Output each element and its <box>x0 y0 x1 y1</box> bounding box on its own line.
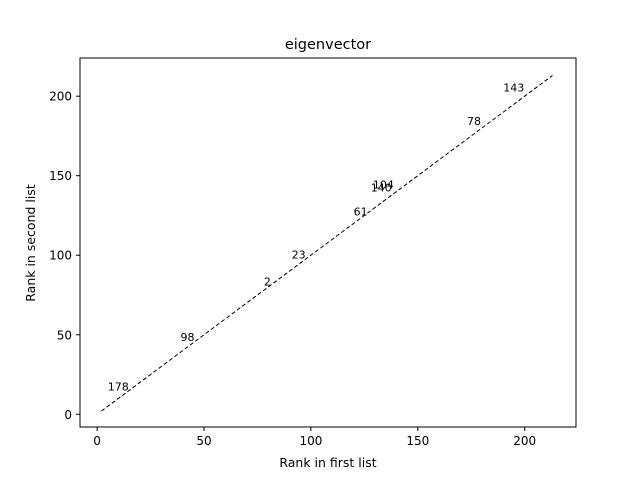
y-tick-label: 100 <box>49 249 72 263</box>
y-tick-label: 150 <box>49 169 72 183</box>
point-label-140: 140 <box>371 182 392 195</box>
point-label-61: 61 <box>354 205 368 218</box>
point-label-178: 178 <box>108 380 129 393</box>
x-axis-label: Rank in first list <box>279 455 376 470</box>
x-tick-label: 50 <box>196 434 211 448</box>
x-tick-label: 0 <box>93 434 101 448</box>
x-tick-label: 200 <box>513 434 536 448</box>
point-label-104: 104 <box>373 178 394 191</box>
y-tick-label: 0 <box>64 408 72 422</box>
point-label-2: 2 <box>264 275 271 288</box>
y-tick-label: 200 <box>49 90 72 104</box>
x-tick-label: 150 <box>406 434 429 448</box>
y-tick-label: 50 <box>57 328 72 342</box>
chart-title: eigenvector <box>285 37 371 53</box>
x-tick-label: 100 <box>299 434 322 448</box>
point-label-78: 78 <box>467 115 481 128</box>
point-label-98: 98 <box>180 331 194 344</box>
point-label-143: 143 <box>503 81 524 94</box>
y-axis-label: Rank in second list <box>23 184 38 302</box>
point-label-23: 23 <box>292 248 306 261</box>
reference-line <box>101 75 553 412</box>
axes-frame <box>79 57 577 428</box>
